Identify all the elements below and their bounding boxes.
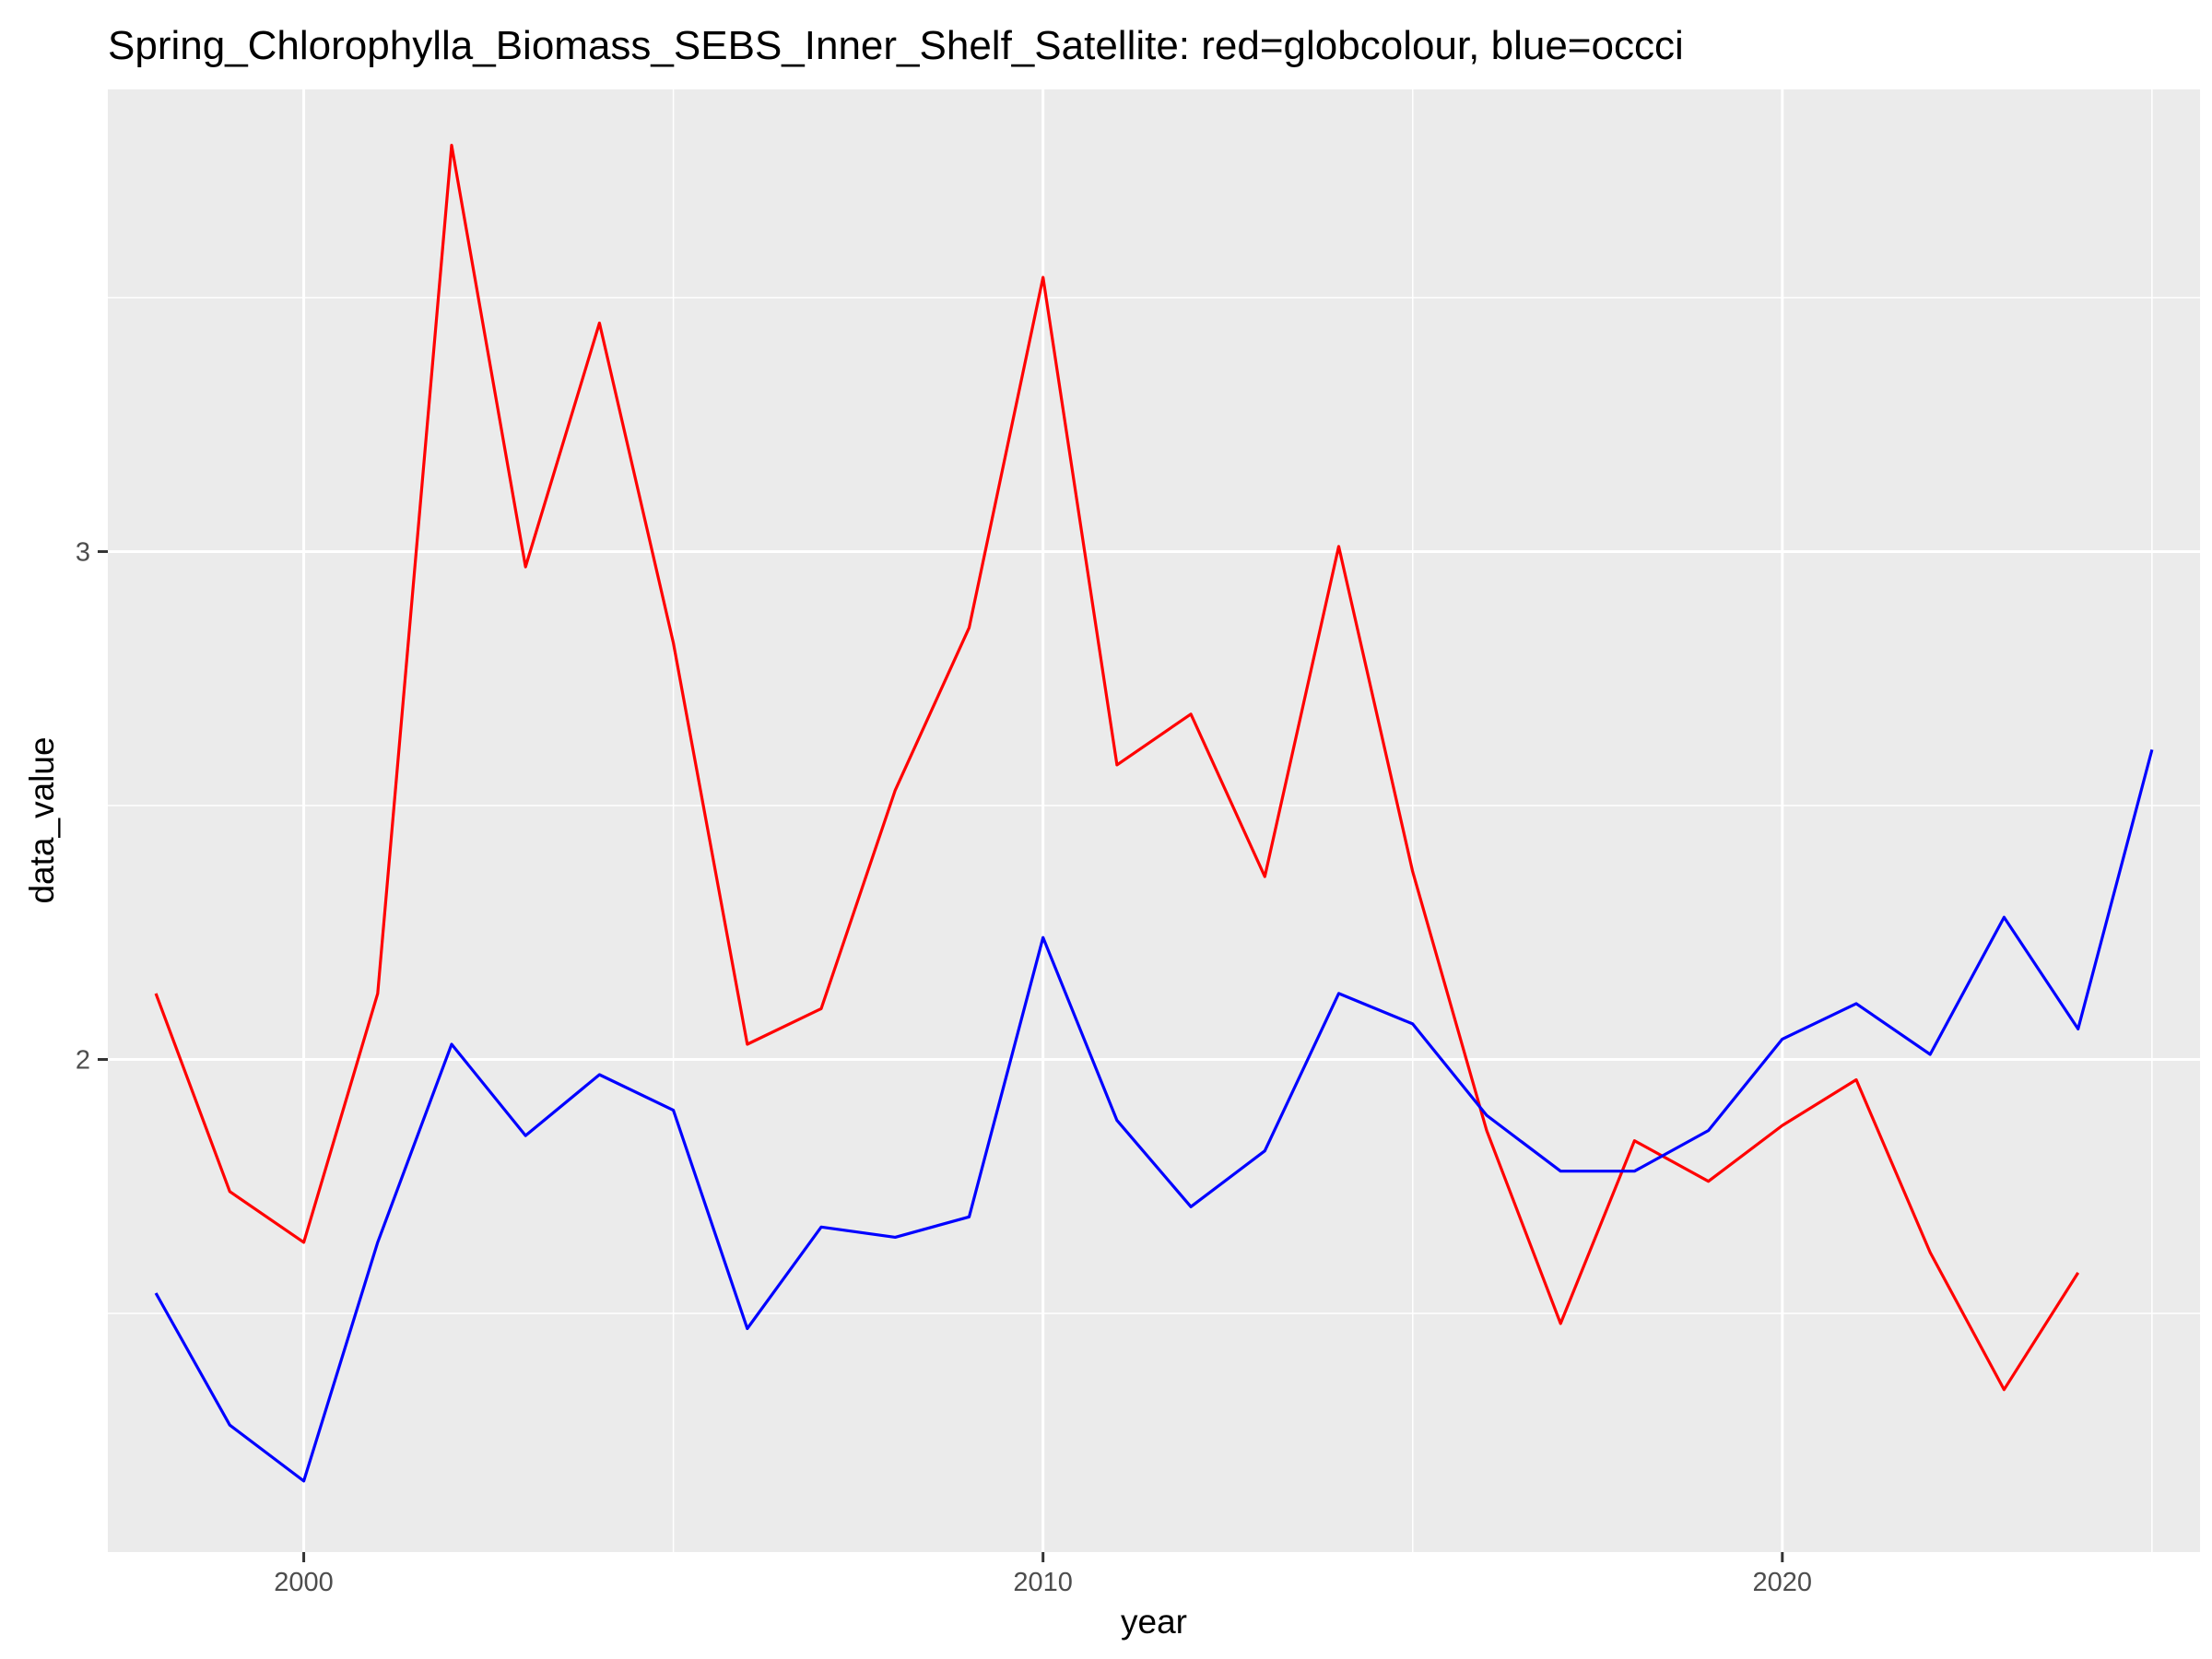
plot-panel xyxy=(108,89,2200,1552)
x-axis: 2000 2010 2020 xyxy=(274,1552,1812,1597)
series-line-1 xyxy=(154,748,2154,1483)
minor-gridlines xyxy=(108,89,2200,1552)
y-tick-label-1: 3 xyxy=(76,537,90,567)
x-tick-label-1: 2010 xyxy=(1013,1568,1073,1597)
x-tick-label-0: 2000 xyxy=(274,1568,334,1597)
series-lines xyxy=(154,144,2154,1483)
x-tick-label-2: 2020 xyxy=(1753,1568,1813,1597)
y-axis-title: data_value xyxy=(23,736,61,903)
x-axis-title: year xyxy=(1121,1603,1187,1641)
y-tick-label-0: 2 xyxy=(76,1045,90,1075)
series-line-0 xyxy=(154,144,2080,1392)
major-gridlines xyxy=(108,89,2200,1552)
y-axis: 23 xyxy=(76,537,108,1075)
chart-title: Spring_Chlorophylla_Biomass_SEBS_Inner_S… xyxy=(108,23,1684,68)
